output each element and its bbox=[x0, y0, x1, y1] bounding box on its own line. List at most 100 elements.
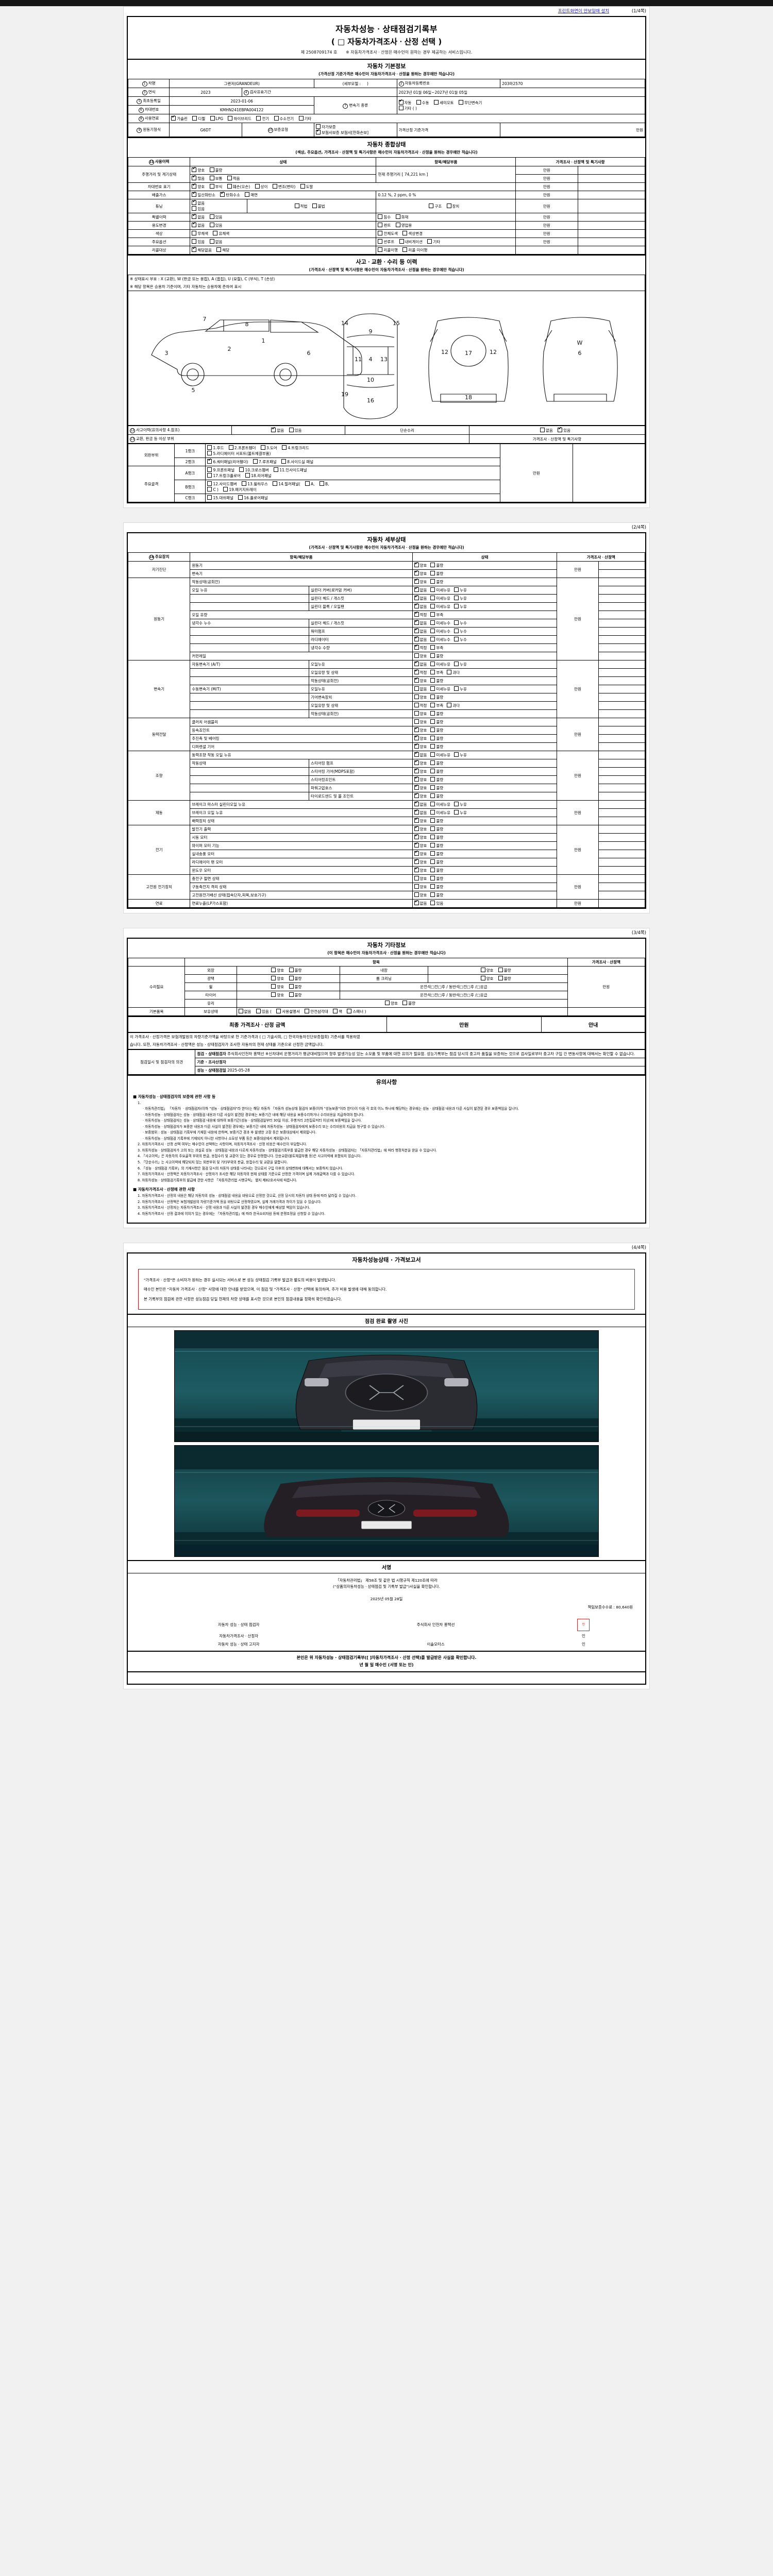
checkbox-icon[interactable] bbox=[430, 843, 435, 848]
part-package-tray[interactable]: 19.패키지트레이 bbox=[223, 487, 257, 493]
part-floor-panel[interactable]: 16.플로어패널 bbox=[238, 495, 268, 501]
checkbox-icon[interactable] bbox=[414, 743, 419, 749]
state-option-양호[interactable]: 양호 bbox=[414, 570, 427, 577]
checkbox-icon[interactable] bbox=[414, 660, 419, 666]
state-option-양호[interactable]: 양호 bbox=[414, 850, 427, 857]
emission-smoke[interactable]: 매연 bbox=[245, 192, 258, 198]
part-trunk-floor[interactable]: 17.트렁크플로어 bbox=[207, 473, 241, 479]
checkbox-icon[interactable] bbox=[430, 876, 435, 880]
accident-none[interactable]: 없음 bbox=[271, 427, 284, 433]
checkbox-icon[interactable] bbox=[414, 900, 419, 905]
state-option-부족[interactable]: 부족 bbox=[430, 703, 443, 708]
checkbox-icon[interactable] bbox=[430, 703, 435, 707]
tuning-none[interactable]: 없음 bbox=[192, 199, 205, 206]
mileage-normal[interactable]: 보통 bbox=[209, 176, 222, 181]
checkbox-icon[interactable] bbox=[430, 777, 435, 782]
state-option-불량[interactable]: 불량 bbox=[430, 727, 443, 733]
transmission-option-auto[interactable]: 자동 bbox=[398, 99, 411, 106]
state-option-불량[interactable]: 불량 bbox=[430, 653, 443, 659]
checkbox-icon[interactable] bbox=[414, 703, 419, 707]
checkbox-icon[interactable] bbox=[430, 760, 435, 765]
part-trunk-lid[interactable]: 4.트렁크리드 bbox=[282, 445, 309, 451]
vin-altered[interactable]: 변조(변타) bbox=[272, 184, 295, 190]
checkbox-icon[interactable] bbox=[454, 637, 459, 641]
state-option-불량[interactable]: 불량 bbox=[430, 843, 443, 849]
state-option-없음[interactable]: 없음 bbox=[414, 809, 427, 816]
state-option-불량[interactable]: 불량 bbox=[430, 571, 443, 577]
state-option-불량[interactable]: 불량 bbox=[430, 859, 443, 865]
checkbox-icon[interactable] bbox=[414, 792, 419, 798]
checkbox-icon[interactable] bbox=[414, 562, 419, 567]
mileage-good[interactable]: 양호 bbox=[192, 166, 205, 173]
state-option-미세누수[interactable]: 미세누수 bbox=[430, 629, 450, 634]
transmission-option-manual[interactable]: 수동 bbox=[416, 99, 429, 106]
checkbox-icon[interactable] bbox=[454, 587, 459, 592]
state-option-양호[interactable]: 양호 bbox=[414, 719, 427, 725]
state-option-누유[interactable]: 누유 bbox=[454, 662, 467, 667]
state-option-적정[interactable]: 적정 bbox=[414, 611, 427, 618]
state-option-양호[interactable]: 양호 bbox=[414, 867, 427, 873]
state-option-누유[interactable]: 누유 bbox=[454, 810, 467, 816]
checkbox-icon[interactable] bbox=[430, 694, 435, 699]
state-option-양호[interactable]: 양호 bbox=[414, 743, 427, 750]
state-option-양호[interactable]: 양호 bbox=[414, 842, 427, 849]
checkbox-icon[interactable] bbox=[430, 802, 435, 806]
checkbox-icon[interactable] bbox=[430, 810, 435, 815]
part-quarter-panel[interactable]: 6.쿼터패널(리어휀더) bbox=[207, 458, 248, 465]
checkbox-icon[interactable] bbox=[430, 653, 435, 658]
option-sunroof[interactable]: 썬루프 bbox=[378, 239, 394, 245]
transmission-option-cvt[interactable]: 무단변속기 bbox=[458, 99, 482, 106]
checkbox-icon[interactable] bbox=[414, 850, 419, 856]
checkbox-icon[interactable] bbox=[414, 892, 419, 897]
checkbox-icon[interactable] bbox=[414, 694, 419, 699]
state-option-양호[interactable]: 양호 bbox=[414, 653, 427, 659]
state-option-있음[interactable]: 있음 bbox=[430, 901, 443, 906]
state-option-불량[interactable]: 불량 bbox=[430, 835, 443, 840]
checkbox-icon[interactable] bbox=[430, 884, 435, 889]
part-pillar-a[interactable]: A, bbox=[305, 481, 315, 486]
state-option-불량[interactable]: 불량 bbox=[430, 744, 443, 750]
checkbox-icon[interactable] bbox=[430, 571, 435, 575]
checkbox-icon[interactable] bbox=[414, 719, 419, 724]
emission-co[interactable]: 일산화탄소 bbox=[192, 191, 215, 198]
polish-good[interactable]: 양호 bbox=[271, 976, 284, 981]
state-option-양호[interactable]: 양호 bbox=[414, 768, 427, 774]
state-option-없음[interactable]: 없음 bbox=[414, 686, 427, 692]
checkbox-icon[interactable] bbox=[430, 851, 435, 856]
state-option-누유[interactable]: 누유 bbox=[454, 604, 467, 609]
print-setup-link[interactable]: 프린트화면이 안보일때 설치 bbox=[558, 9, 609, 14]
checkbox-icon[interactable] bbox=[414, 817, 419, 823]
color-full-repaint[interactable]: 전체도색 bbox=[378, 231, 398, 236]
checkbox-icon[interactable] bbox=[414, 876, 419, 880]
state-option-양호[interactable]: 양호 bbox=[414, 876, 427, 882]
state-option-누수[interactable]: 누수 bbox=[454, 629, 467, 634]
checkbox-icon[interactable] bbox=[430, 727, 435, 732]
state-option-불량[interactable]: 불량 bbox=[430, 785, 443, 791]
state-option-양호[interactable]: 양호 bbox=[414, 825, 427, 832]
checkbox-icon[interactable] bbox=[414, 735, 419, 740]
exterior-good[interactable]: 양호 bbox=[271, 968, 284, 973]
state-option-없음[interactable]: 없음 bbox=[414, 900, 427, 906]
mileage-many[interactable]: 많음 bbox=[192, 175, 205, 181]
color-achromatic[interactable]: 무채색 bbox=[192, 231, 208, 236]
state-option-양호[interactable]: 양호 bbox=[414, 834, 427, 840]
part-pillar-b[interactable]: B, bbox=[319, 481, 329, 486]
state-option-양호[interactable]: 양호 bbox=[414, 759, 427, 766]
checkbox-icon[interactable] bbox=[430, 670, 435, 674]
state-option-불량[interactable]: 불량 bbox=[430, 868, 443, 873]
special-fire[interactable]: 화재 bbox=[395, 214, 408, 220]
tuning-legal[interactable]: 적법 bbox=[294, 203, 307, 209]
interior-good[interactable]: 양호 bbox=[480, 968, 493, 973]
checkbox-icon[interactable] bbox=[447, 703, 452, 707]
state-option-미세누유[interactable]: 미세누유 bbox=[430, 802, 450, 807]
transmission-option-other[interactable]: 기타 ( ) bbox=[398, 105, 417, 111]
state-option-양호[interactable]: 양호 bbox=[414, 578, 427, 585]
checkbox-icon[interactable] bbox=[414, 619, 419, 625]
checkbox-icon[interactable] bbox=[430, 901, 435, 905]
vin-erased[interactable]: 도말 bbox=[300, 184, 313, 190]
checkbox-icon[interactable] bbox=[454, 810, 459, 815]
checkbox-icon[interactable] bbox=[414, 825, 419, 831]
tuning-device[interactable]: 장치 bbox=[446, 203, 459, 209]
basic-items-none[interactable]: 없음 bbox=[238, 1009, 251, 1014]
vin-different[interactable]: 상이 bbox=[255, 184, 267, 190]
